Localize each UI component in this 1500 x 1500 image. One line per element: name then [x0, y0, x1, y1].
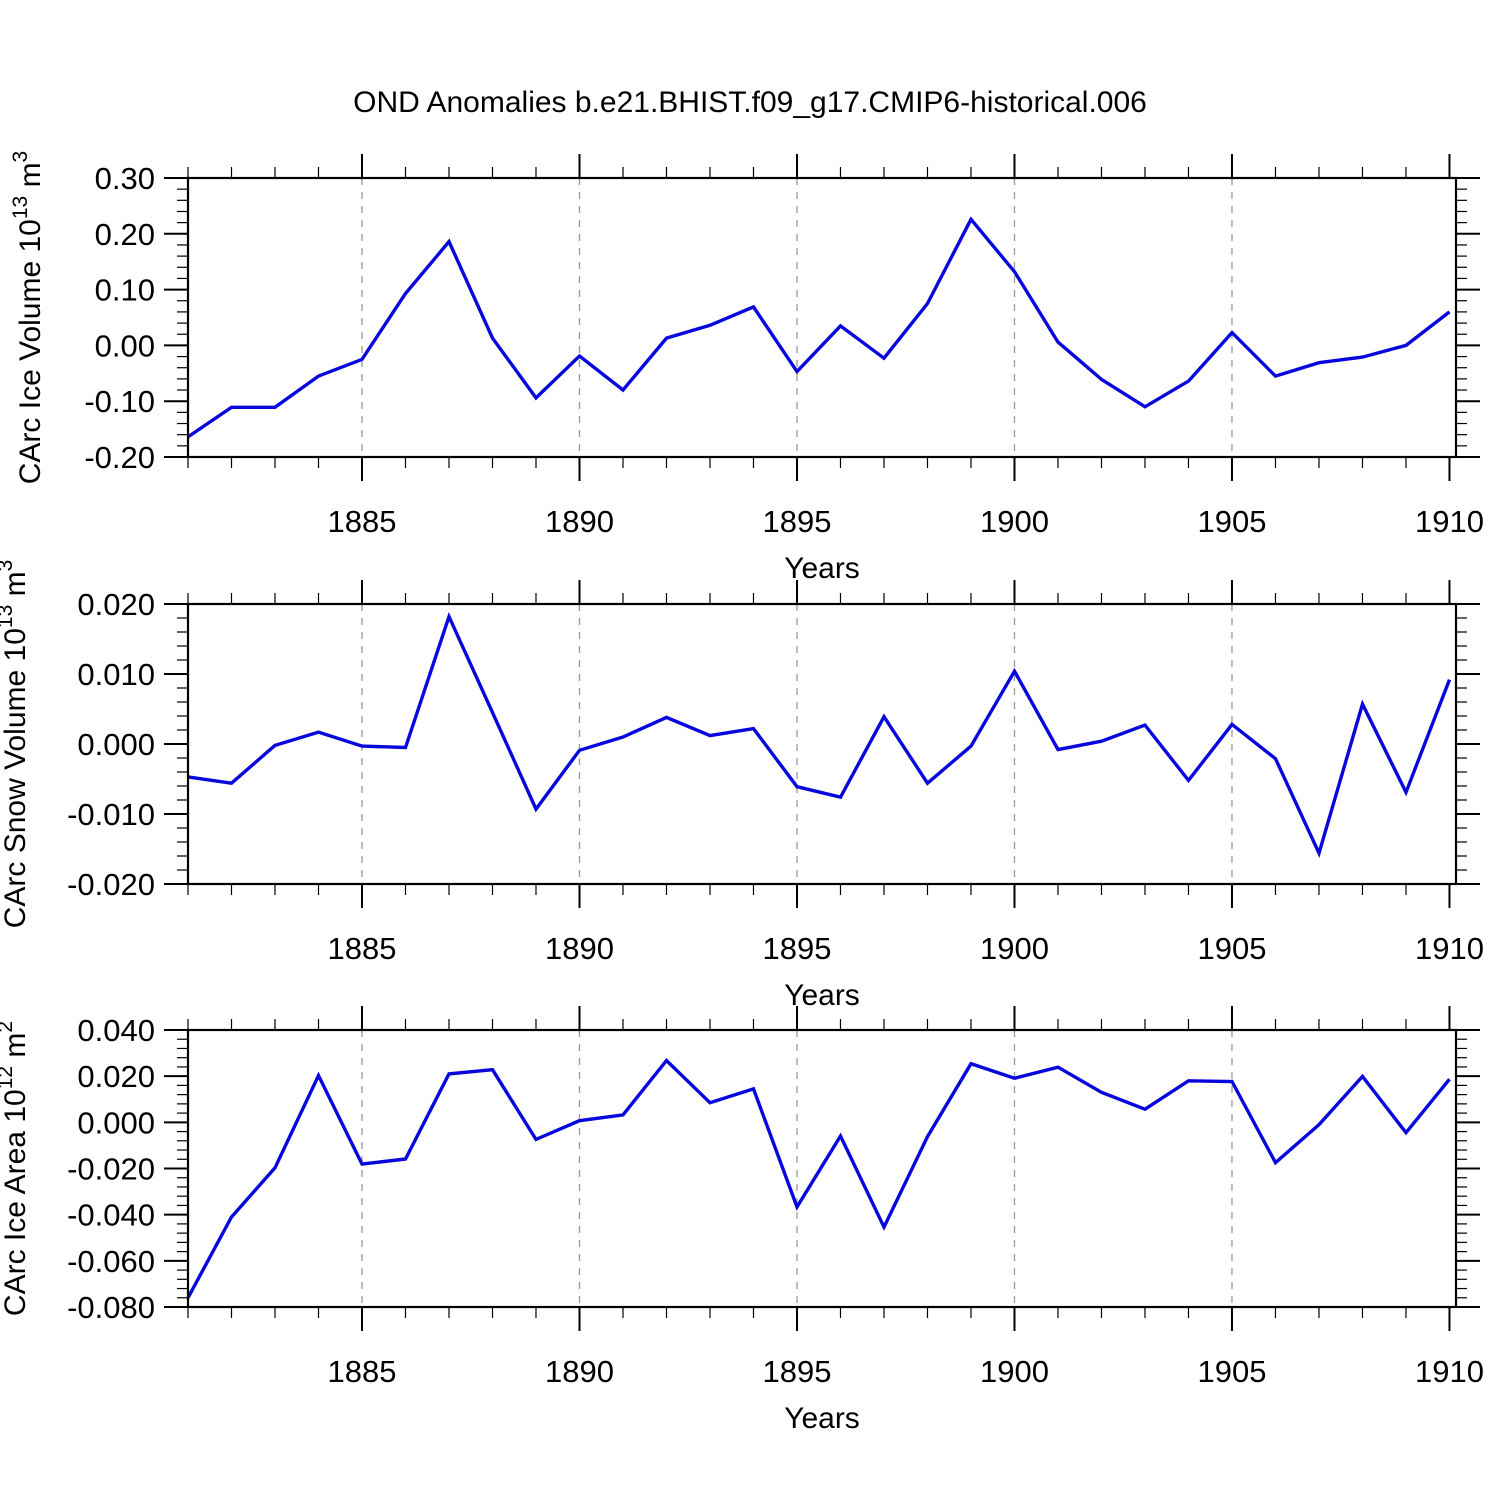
figure-title: OND Anomalies b.e21.BHIST.f09_g17.CMIP6-…	[353, 86, 1147, 119]
data-line-snow-volume	[187, 611, 1452, 859]
y-tick-label: -0.10	[84, 384, 155, 419]
chart-ice-area: -0.080 -0.060 -0.040 -0.020 0.000 0.020 0.040 1…	[0, 1006, 1484, 1435]
y-tick-label: -0.040	[67, 1198, 155, 1233]
plot-box	[186, 602, 1458, 886]
y-axis-title: CArc Ice Area 1012 m2	[0, 1021, 32, 1316]
x-tick-label: 1910	[1415, 931, 1484, 966]
x-tick-label: 1890	[545, 931, 614, 966]
tick-marks	[164, 580, 1480, 908]
y-axis-title: CArc Ice Volume 1013 m3	[9, 151, 47, 485]
tick-marks	[164, 154, 1480, 481]
x-tick-label: 1900	[980, 931, 1049, 966]
x-axis-title: Years	[784, 552, 860, 585]
y-tick-label: 0.20	[95, 217, 155, 252]
x-tick-label: 1890	[545, 1354, 614, 1389]
data-line-ice-area	[186, 1057, 1451, 1299]
y-tick-label: -0.080	[67, 1290, 155, 1325]
y-tick-label: -0.060	[67, 1244, 155, 1279]
x-tick-label: 1905	[1197, 504, 1266, 539]
x-tick-label: 1900	[980, 504, 1049, 539]
x-tick-label: 1885	[328, 504, 397, 539]
y-tick-label: 0.040	[77, 1013, 155, 1048]
x-tick-label: 1890	[545, 504, 614, 539]
x-axis-title: Years	[784, 1402, 860, 1435]
y-axis-title: CArc Snow Volume 1013 m3	[0, 560, 32, 929]
y-tick-label: 0.30	[95, 161, 155, 196]
chart-snow-volume: -0.020 -0.010 0.000 0.010 0.020 1885 1890 1895 1…	[0, 560, 1484, 1012]
y-tick-label: -0.020	[67, 1152, 155, 1187]
x-tick-label: 1885	[328, 931, 397, 966]
y-tick-label: 0.010	[77, 657, 155, 692]
x-tick-label: 1900	[980, 1354, 1049, 1389]
chart-ice-volume: -0.20 -0.10 0.00 0.10 0.20 0.30 1885 1890 1895 19…	[9, 151, 1484, 585]
x-tick-label: 1895	[763, 931, 832, 966]
plot-box	[186, 176, 1458, 459]
y-tick-label: -0.20	[84, 440, 155, 475]
y-tick-label: -0.020	[67, 867, 155, 902]
x-tick-label: 1885	[328, 1354, 397, 1389]
x-tick-label: 1905	[1197, 1354, 1266, 1389]
tick-marks	[164, 1006, 1480, 1331]
x-tick-label: 1895	[763, 1354, 832, 1389]
y-tick-label: 0.10	[95, 273, 155, 308]
y-tick-label: -0.010	[67, 797, 155, 832]
x-axis-title: Years	[784, 979, 860, 1012]
y-tick-label: 0.00	[95, 328, 155, 363]
data-line-ice-volume	[187, 216, 1451, 439]
y-tick-label: 0.020	[77, 587, 155, 622]
x-tick-label: 1910	[1415, 504, 1484, 539]
y-tick-label: 0.020	[77, 1059, 155, 1094]
x-tick-label: 1905	[1197, 931, 1266, 966]
x-tick-label: 1895	[763, 504, 832, 539]
x-tick-label: 1910	[1415, 1354, 1484, 1389]
y-tick-label: 0.000	[77, 727, 155, 762]
y-tick-label: 0.000	[77, 1105, 155, 1140]
